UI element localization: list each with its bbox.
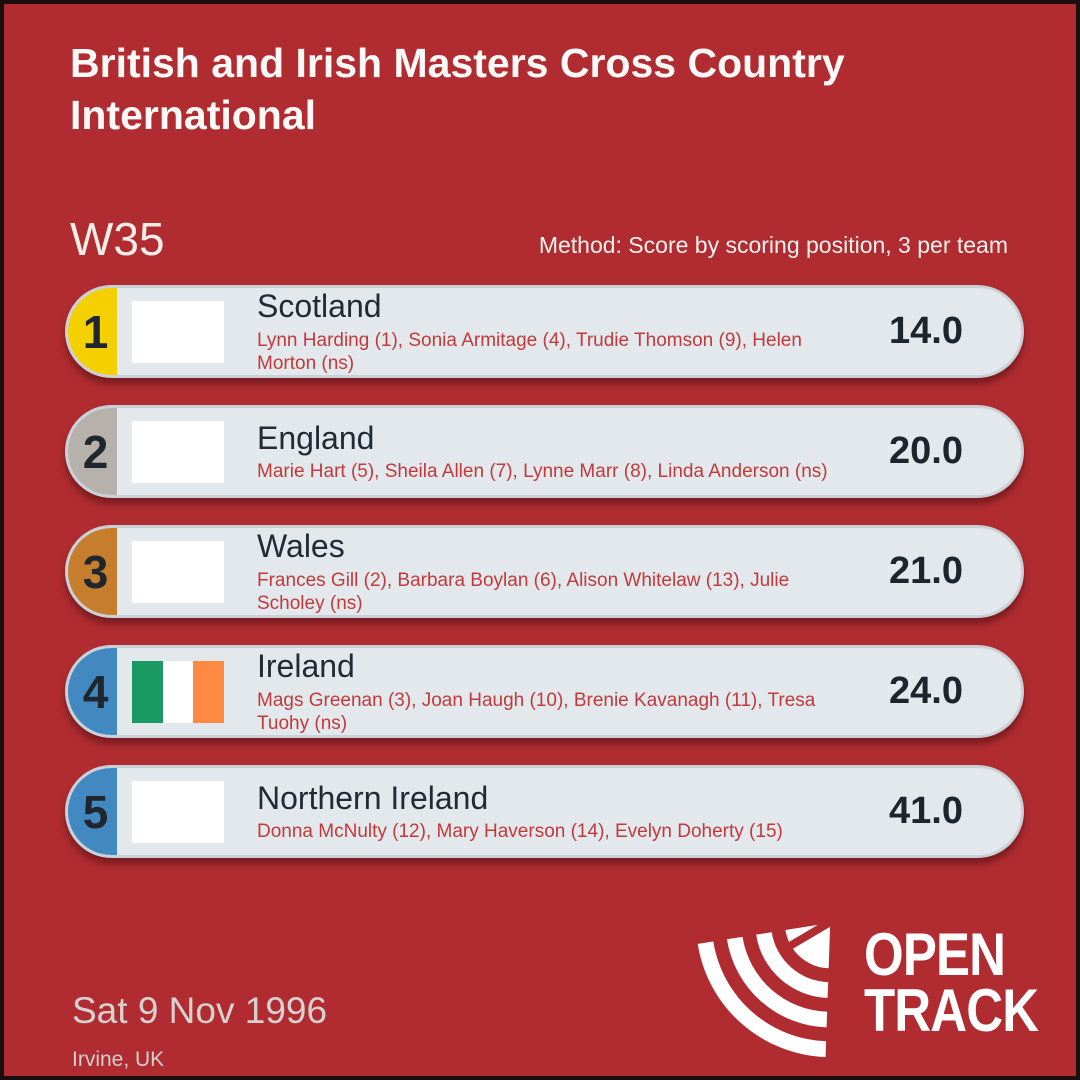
rank-badge: 1 (68, 288, 117, 375)
rank-badge: 5 (68, 768, 117, 855)
opentrack-arcs-icon (697, 917, 835, 1058)
team-score: 24.0 (889, 670, 963, 712)
rank-number: 2 (82, 425, 109, 478)
table-row-northern-ireland: 5 Northern Ireland Donna McNulty (12), M… (65, 765, 1024, 858)
opentrack-logo: OPEN TRACK (694, 917, 1069, 1065)
rank-number: 4 (82, 665, 109, 718)
team-text-block: Ireland Mags Greenan (3), Joan Haugh (10… (257, 648, 847, 735)
athletes-list: Mags Greenan (3), Joan Haugh (10), Breni… (257, 689, 816, 734)
opentrack-wordmark-line2: TRACK (864, 977, 1039, 1044)
rank-badge: 4 (68, 648, 117, 735)
opentrack-wordmark: OPEN TRACK (864, 921, 1039, 1065)
scoring-method-label: Method: Score by scoring position, 3 per… (538, 232, 1008, 258)
team-text-block: Scotland Lynn Harding (1), Sonia Armitag… (257, 288, 847, 375)
ireland-flag-orange-stripe (193, 660, 224, 723)
team-name: Northern Ireland (257, 779, 489, 816)
ireland-flag-icon (132, 660, 224, 723)
subheader: W35 Method: Score by scoring position, 3… (70, 212, 1008, 266)
team-text-block: England Marie Hart (5), Sheila Allen (7)… (257, 420, 847, 484)
opentrack-wordmark-line1: OPEN (864, 921, 1006, 988)
team-name: Ireland (257, 648, 355, 685)
ireland-flag-white-stripe (162, 660, 194, 723)
table-row-ireland: 4 Ireland Mags Greenan (3), Joan Haugh (… (65, 645, 1024, 738)
team-text-block: Wales Frances Gill (2), Barbara Boylan (… (257, 528, 847, 615)
results-list: 1 Scotland Lynn Harding (1), Sonia Armit… (65, 285, 1024, 885)
team-name: Wales (257, 528, 345, 565)
england-flag-placeholder (132, 420, 224, 483)
event-date: Sat 9 Nov 1996 (72, 990, 328, 1031)
scotland-flag-placeholder (132, 300, 224, 363)
table-row-scotland: 1 Scotland Lynn Harding (1), Sonia Armit… (65, 285, 1024, 378)
rank-number: 5 (82, 785, 109, 838)
age-category-label: W35 (70, 213, 165, 265)
rank-number: 1 (82, 305, 109, 358)
event-title: British and Irish Masters Cross Country … (70, 40, 845, 138)
table-row-wales: 3 Wales Frances Gill (2), Barbara Boylan… (65, 525, 1024, 618)
athletes-list: Marie Hart (5), Sheila Allen (7), Lynne … (257, 461, 828, 483)
team-score: 14.0 (889, 310, 963, 352)
ireland-flag-green-stripe (132, 660, 163, 723)
event-location: Irvine, UK (72, 1048, 165, 1071)
wales-flag-placeholder (132, 540, 224, 603)
team-score: 20.0 (889, 430, 963, 472)
athletes-list: Lynn Harding (1), Sonia Armitage (4), Tr… (257, 329, 802, 374)
team-text-block: Northern Ireland Donna McNulty (12), Mar… (257, 780, 847, 844)
rank-number: 3 (82, 545, 109, 598)
team-score: 21.0 (889, 550, 963, 592)
table-row-england: 2 England Marie Hart (5), Sheila Allen (… (65, 405, 1024, 498)
northern-ireland-flag-placeholder (132, 780, 224, 843)
team-name: England (257, 419, 375, 456)
team-name: Scotland (257, 288, 382, 325)
athletes-list: Frances Gill (2), Barbara Boylan (6), Al… (257, 569, 790, 614)
athletes-list: Donna McNulty (12), Mary Haverson (14), … (257, 821, 783, 843)
rank-badge: 3 (68, 528, 117, 615)
rank-badge: 2 (68, 408, 117, 495)
team-score: 41.0 (889, 790, 963, 832)
